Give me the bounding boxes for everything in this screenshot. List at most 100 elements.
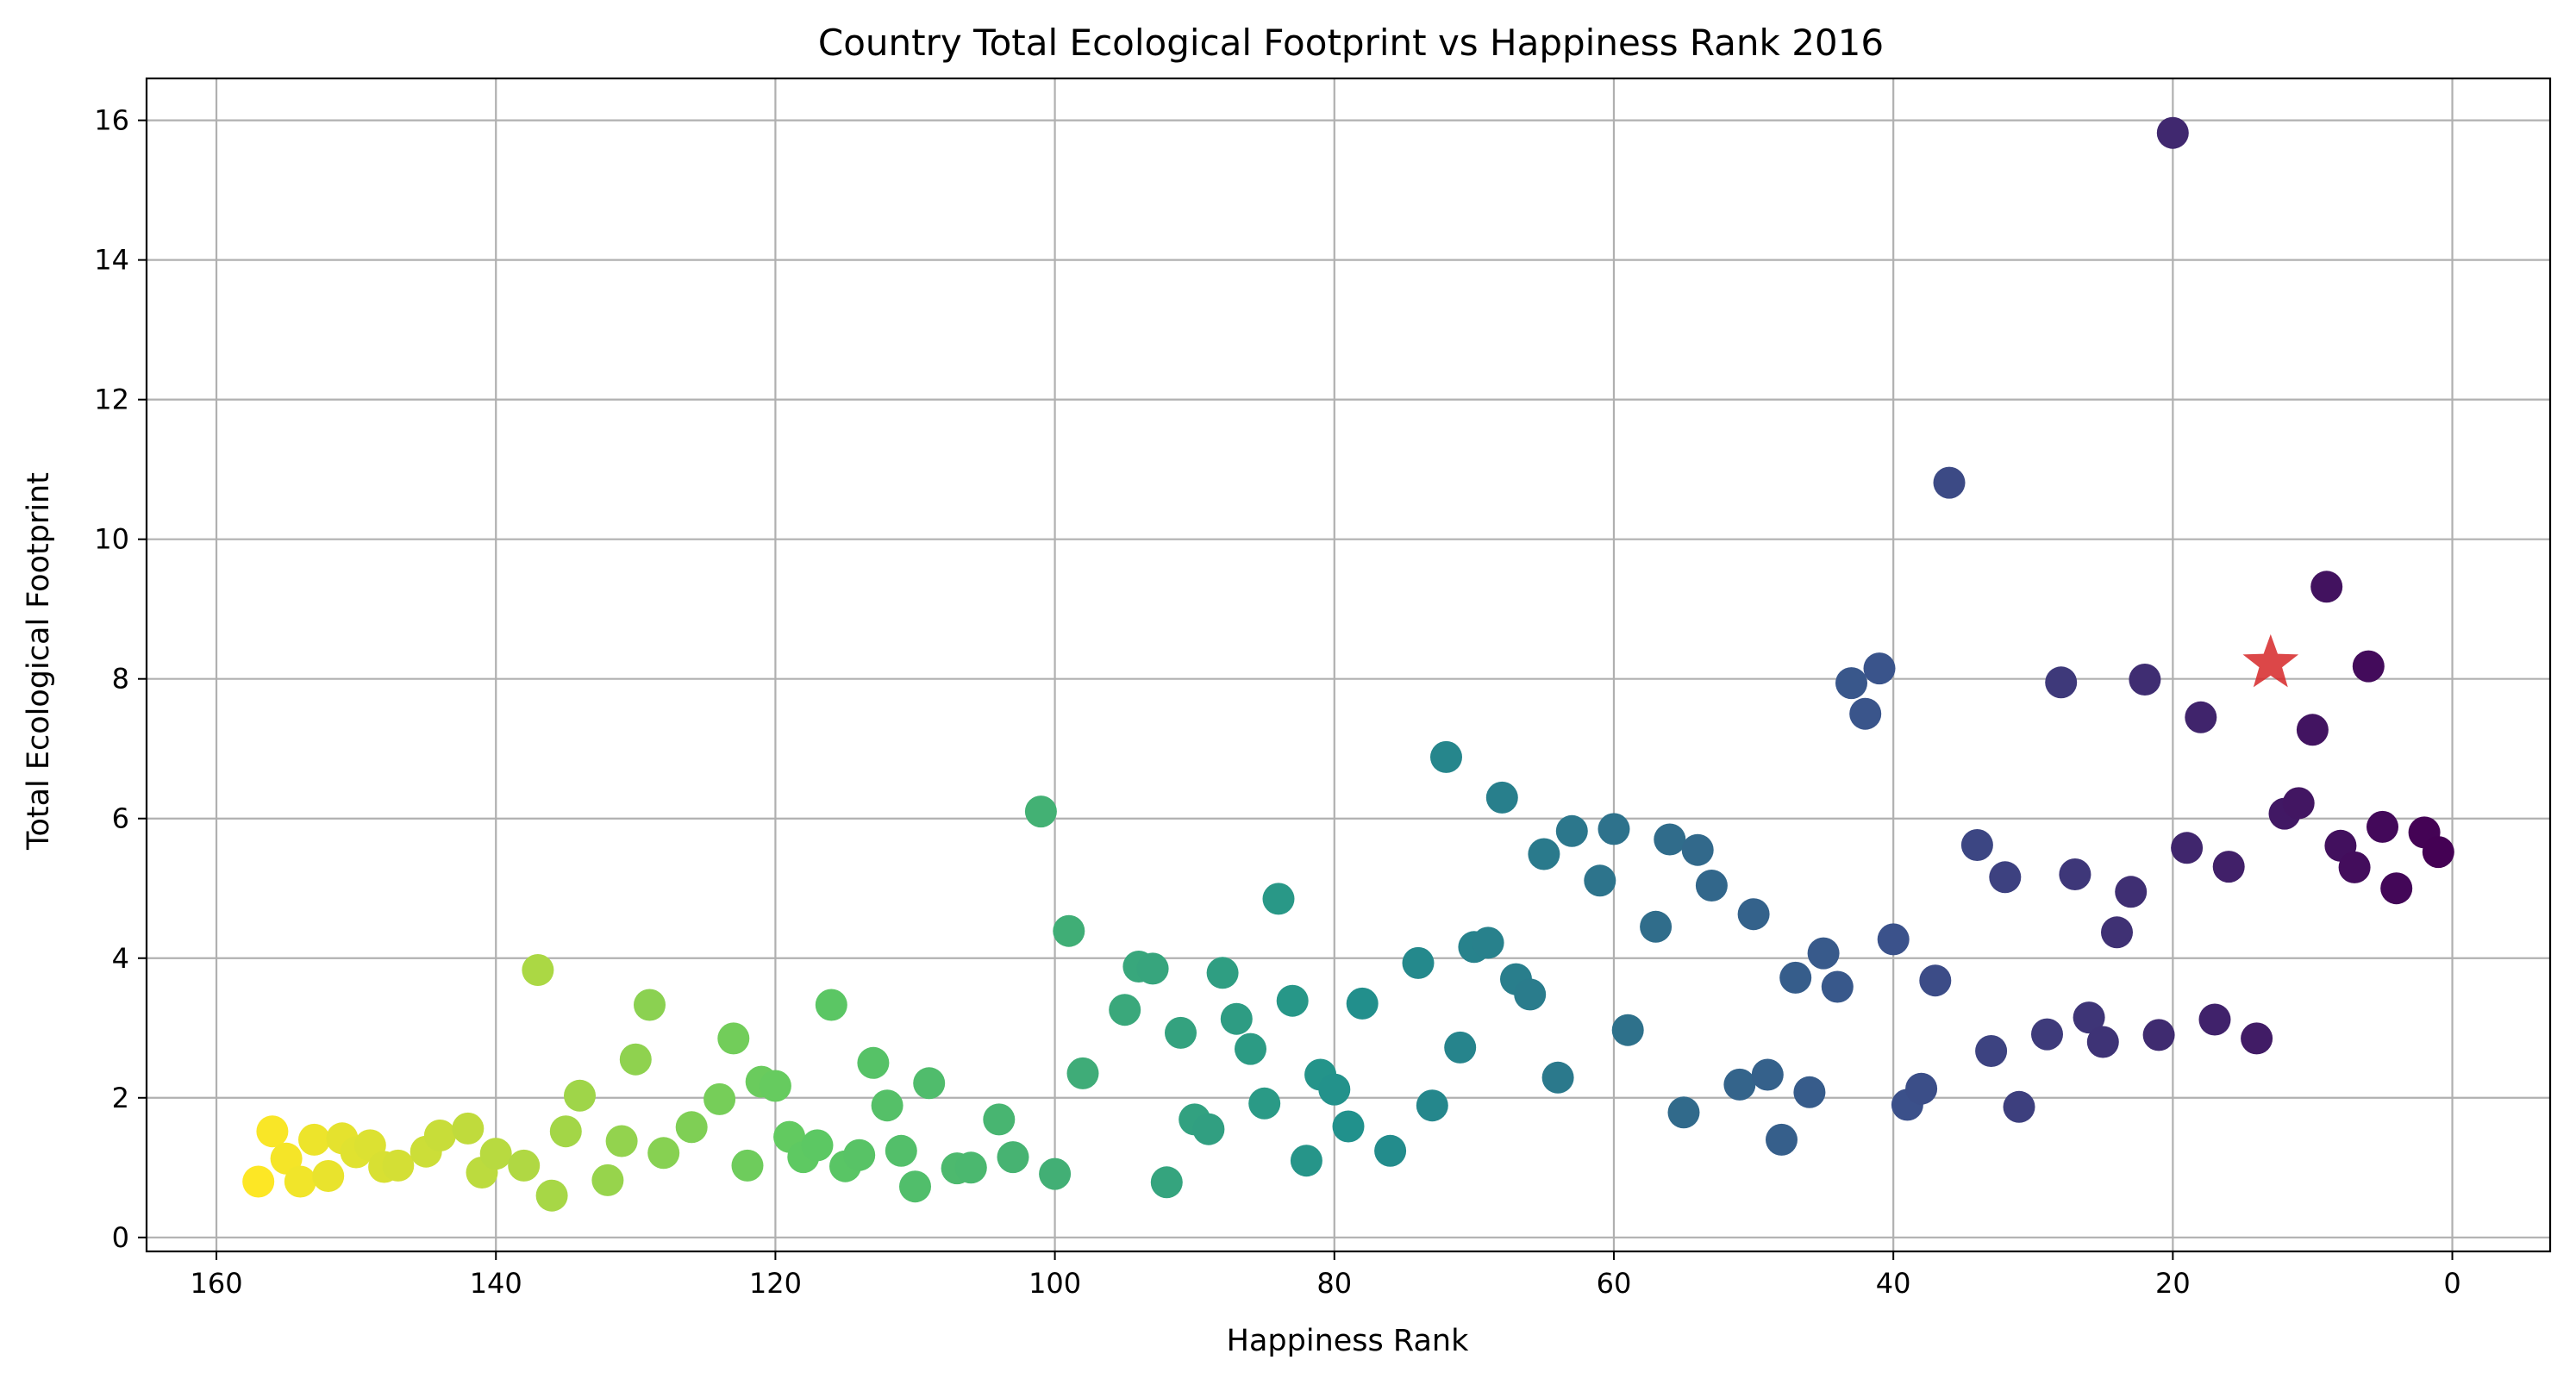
data-point xyxy=(2045,666,2078,699)
data-point xyxy=(591,1164,624,1196)
y-tick-label: 14 xyxy=(94,244,129,277)
data-point xyxy=(619,1043,652,1076)
x-axis-title: Happiness Rank xyxy=(1227,1324,1469,1358)
data-point xyxy=(1737,898,1770,931)
data-point xyxy=(871,1089,903,1122)
data-point xyxy=(1584,864,1616,897)
data-point xyxy=(1597,813,1630,845)
y-tick-label: 4 xyxy=(112,942,129,975)
data-point xyxy=(312,1160,345,1192)
data-point xyxy=(284,1165,316,1198)
y-axis-title: Total Ecological Footprint xyxy=(22,472,56,851)
data-point xyxy=(703,1082,736,1115)
data-point xyxy=(2367,810,2398,843)
x-tick-label: 120 xyxy=(749,1267,802,1300)
y-tick-label: 12 xyxy=(94,384,129,416)
data-point xyxy=(1220,1002,1253,1035)
data-point xyxy=(508,1149,541,1182)
data-point xyxy=(1807,937,1840,970)
data-point xyxy=(256,1115,289,1148)
data-point xyxy=(479,1138,512,1170)
x-tick-label: 80 xyxy=(1316,1267,1352,1300)
data-point xyxy=(522,954,554,986)
data-point xyxy=(759,1070,791,1102)
data-point xyxy=(1723,1068,1756,1101)
data-point xyxy=(2003,1090,2035,1123)
data-point xyxy=(1793,1076,1826,1108)
x-tick-label: 60 xyxy=(1597,1267,1632,1300)
data-point xyxy=(535,1179,568,1212)
data-point xyxy=(899,1170,931,1203)
y-tick-label: 2 xyxy=(112,1082,129,1114)
data-point xyxy=(2171,832,2204,864)
data-point xyxy=(1919,964,1952,997)
data-point xyxy=(1835,667,1867,700)
data-point xyxy=(843,1139,876,1171)
data-point xyxy=(1933,466,1966,499)
data-point xyxy=(1402,946,1435,979)
data-point xyxy=(1150,1166,1183,1199)
data-point xyxy=(1863,652,1896,685)
data-point xyxy=(1136,952,1169,985)
data-point xyxy=(717,1022,750,1055)
data-point xyxy=(2156,116,2189,149)
data-point xyxy=(2142,1019,2175,1051)
data-point xyxy=(1989,861,2022,894)
data-point xyxy=(1555,814,1588,847)
data-point xyxy=(997,1141,1029,1174)
data-point xyxy=(1654,823,1686,856)
data-point xyxy=(885,1134,917,1167)
data-point xyxy=(1416,1089,1448,1122)
data-point xyxy=(1485,781,1518,814)
data-point xyxy=(1541,1061,1574,1094)
data-point xyxy=(423,1120,456,1151)
data-point xyxy=(2338,851,2371,883)
highlight-layer xyxy=(2242,633,2299,688)
grid xyxy=(147,78,2550,1251)
data-point xyxy=(2422,836,2454,869)
axis-ticks: 160 140 120 100 80 60 40 20 0 0 2 4 6 8 10 12 14 16 xyxy=(94,104,2460,1300)
data-point xyxy=(2310,571,2343,603)
data-point xyxy=(1695,870,1728,901)
data-point xyxy=(1346,987,1379,1020)
data-point xyxy=(1374,1134,1407,1167)
data-point xyxy=(2296,714,2329,746)
data-point xyxy=(1444,1031,1477,1064)
data-point xyxy=(1472,926,1504,959)
data-point xyxy=(270,1142,303,1175)
data-point xyxy=(2282,787,2315,820)
data-point xyxy=(2352,650,2385,683)
data-point xyxy=(983,1103,1016,1136)
data-point xyxy=(1332,1110,1365,1143)
data-point xyxy=(2073,1001,2105,1034)
data-point xyxy=(564,1079,596,1112)
data-point xyxy=(1877,923,1910,956)
data-point xyxy=(1905,1072,1938,1105)
data-point xyxy=(1975,1035,2008,1067)
x-tick-label: 140 xyxy=(470,1267,522,1300)
data-point xyxy=(1821,970,1854,1003)
data-point xyxy=(1109,994,1141,1026)
data-point xyxy=(675,1111,708,1144)
data-point xyxy=(298,1123,330,1156)
data-point xyxy=(1514,978,1547,1011)
x-tick-label: 20 xyxy=(2155,1267,2191,1300)
x-tick-label: 0 xyxy=(2443,1267,2460,1300)
data-point xyxy=(2031,1018,2063,1051)
data-point xyxy=(2198,1003,2231,1036)
data-point xyxy=(242,1165,275,1198)
data-point xyxy=(1640,910,1673,943)
data-point xyxy=(1248,1087,1281,1120)
y-tick-label: 8 xyxy=(112,663,129,696)
data-point xyxy=(1960,829,1993,861)
data-point xyxy=(1235,1033,1266,1065)
data-point xyxy=(1192,1113,1225,1145)
data-point xyxy=(1751,1058,1784,1091)
y-tick-label: 10 xyxy=(94,523,129,556)
y-tick-label: 6 xyxy=(112,802,129,835)
data-point xyxy=(1779,961,1812,994)
data-point xyxy=(2380,872,2413,905)
data-point xyxy=(2185,701,2217,733)
